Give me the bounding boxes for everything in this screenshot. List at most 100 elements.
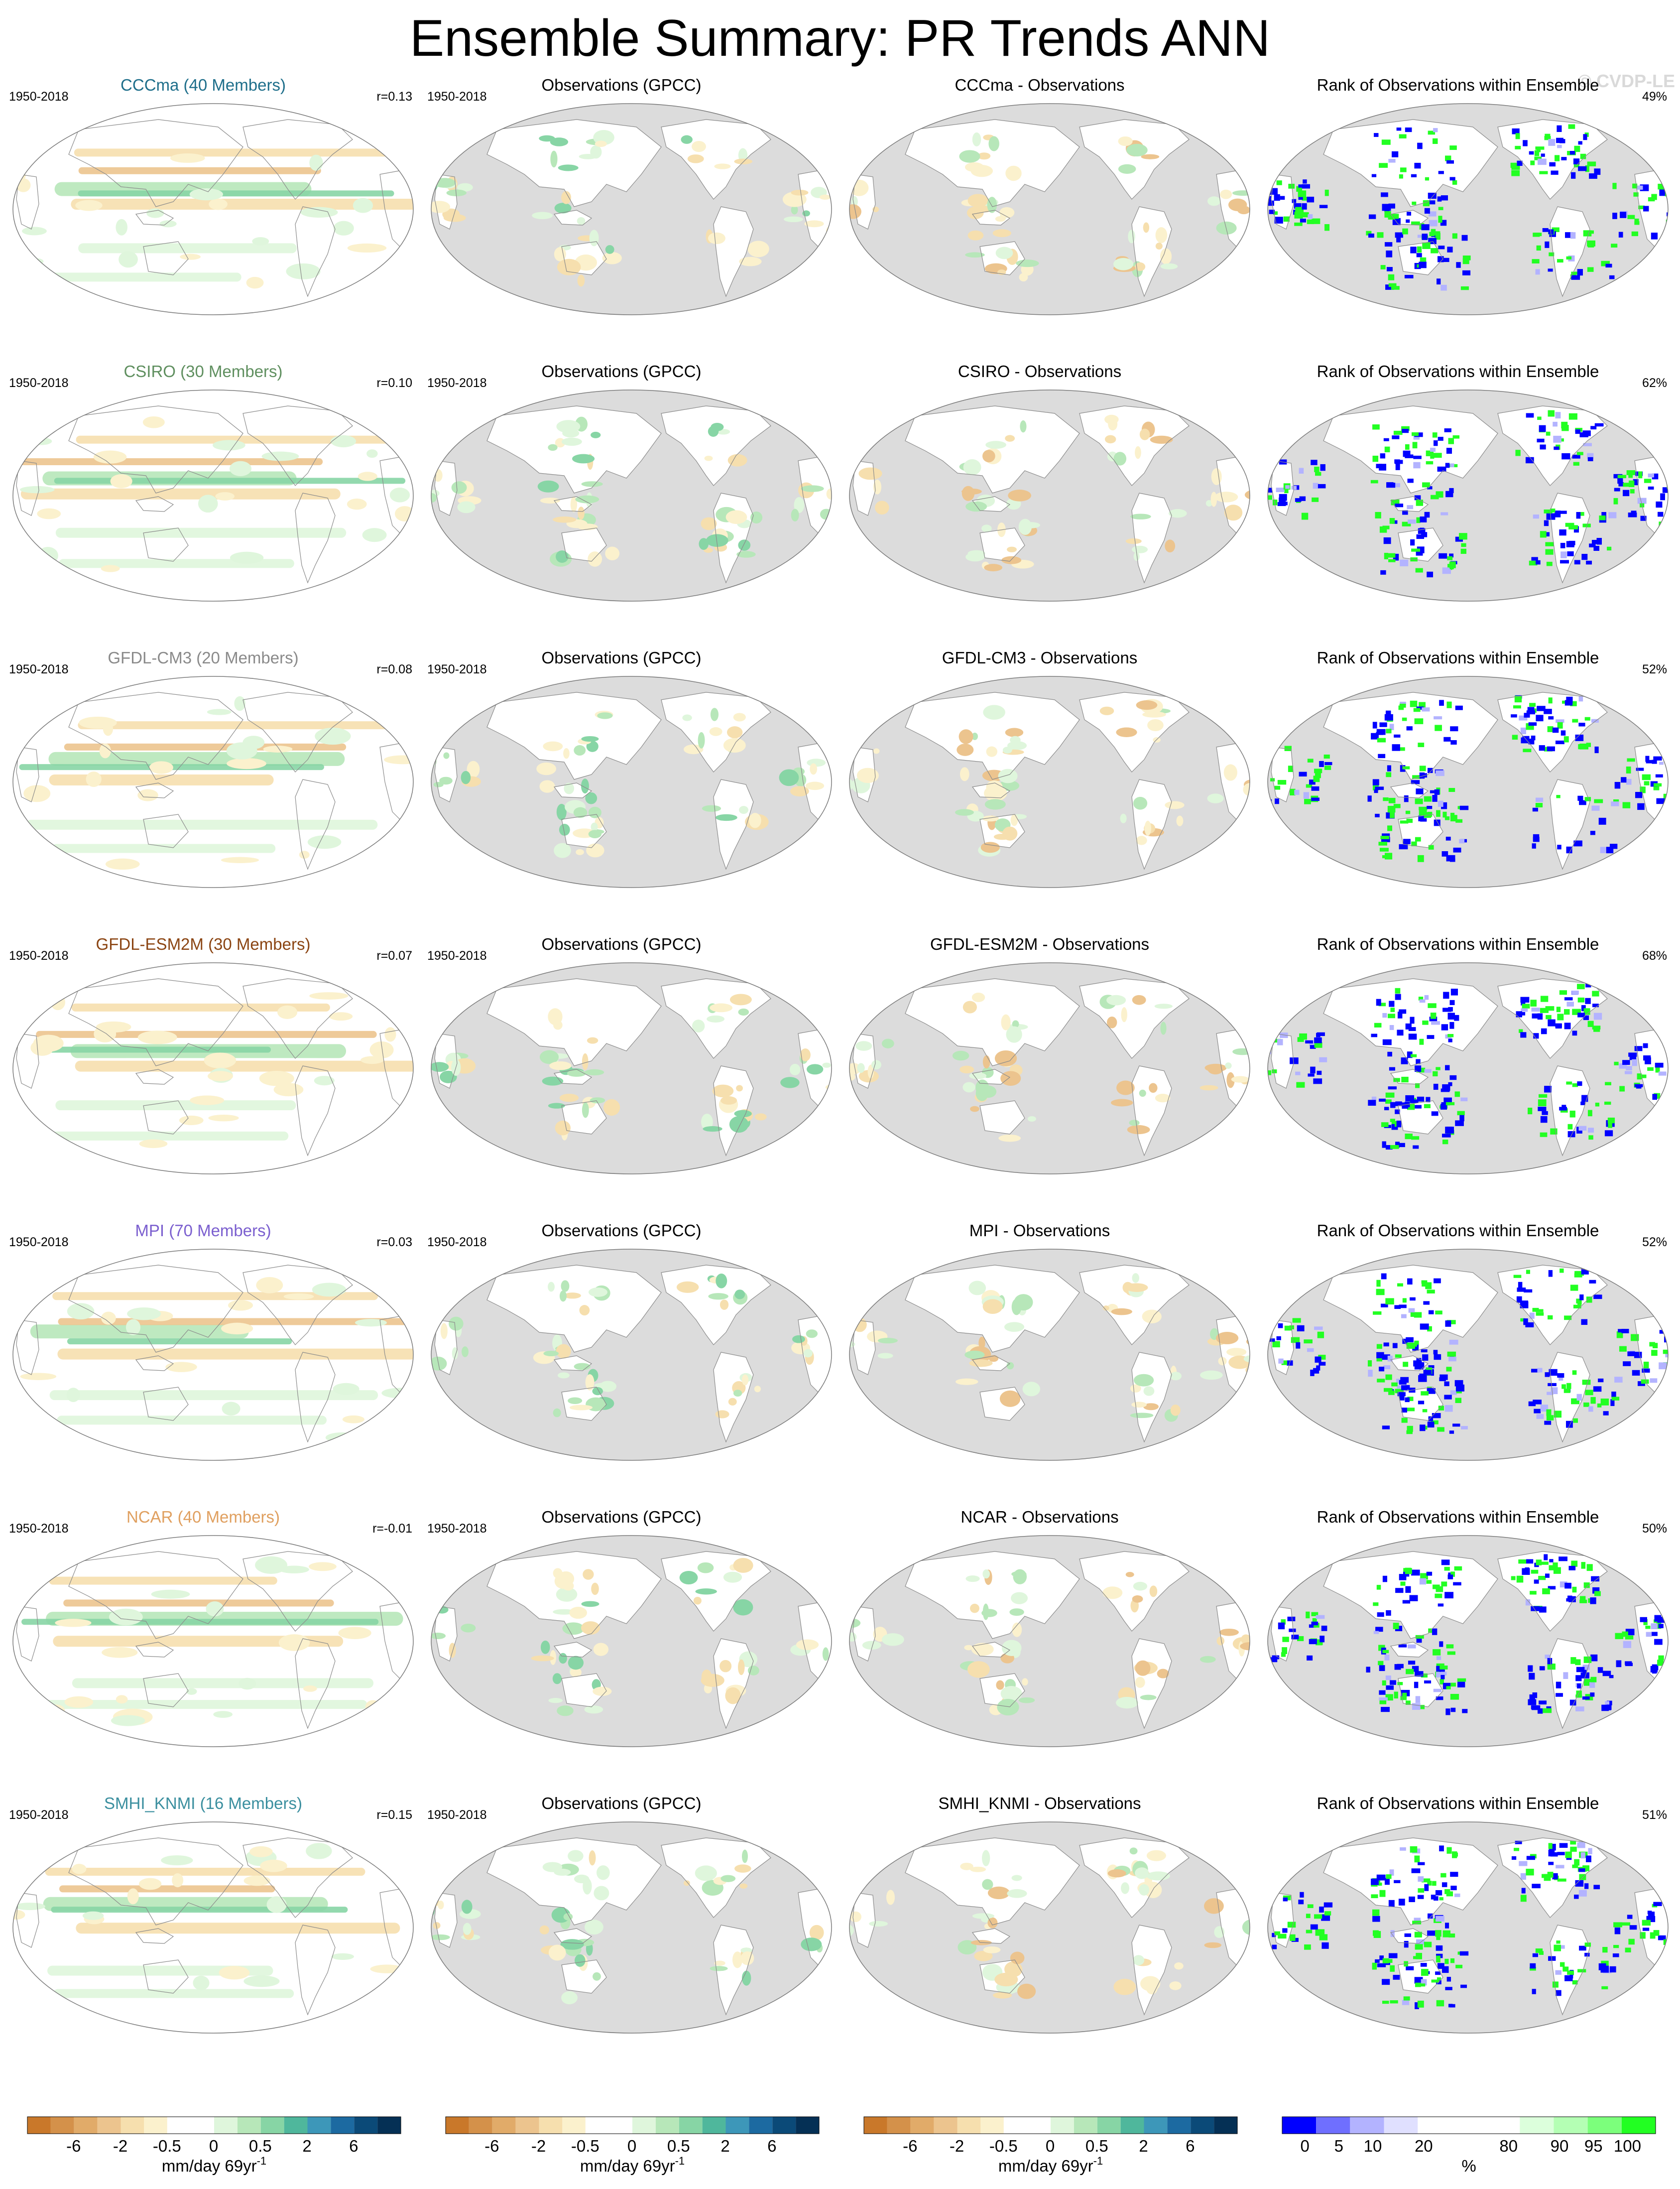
- colorbar-rank: 0 5 10 20 80 90 95 100%: [1282, 2116, 1656, 2175]
- diff-title: CCCma - Observations: [955, 76, 1125, 94]
- colorbar-units: mm/day 69yr-1: [580, 2155, 685, 2175]
- map-obs-row-5: [431, 1249, 832, 1461]
- map-model-row-1: [12, 103, 414, 315]
- colorbar-tick: -2: [113, 2137, 127, 2155]
- map-model-row-6: [12, 1535, 414, 1747]
- map-rank-row-3: [1267, 676, 1669, 888]
- colorbar-units: %: [1461, 2157, 1476, 2175]
- model-title: SMHI_KNMI (16 Members): [104, 1794, 302, 1812]
- colorbar-tick: 0.5: [667, 2137, 690, 2155]
- colorbar-trend-obs: -6 -2 -0.5 0 0.5 2 6 mm/day 69yr-1: [445, 2116, 820, 2175]
- pattern-correlation: r=0.10: [376, 376, 412, 390]
- map-diff-row-5: [849, 1249, 1250, 1461]
- colorbar-units: mm/day 69yr-1: [162, 2155, 266, 2175]
- map-diff-row-4: [849, 962, 1250, 1174]
- pattern-correlation: r=0.08: [376, 662, 412, 676]
- colorbar-tick: -6: [903, 2137, 917, 2155]
- colorbar-tick: 0: [209, 2137, 218, 2155]
- period-label: 1950-2018: [9, 1808, 69, 1822]
- colorbar-tick: -6: [484, 2137, 499, 2155]
- obs-title: Observations (GPCC): [541, 1794, 702, 1812]
- rank-percent: 52%: [1642, 1235, 1667, 1249]
- colorbar-tick: 0: [627, 2137, 636, 2155]
- model-title: NCAR (40 Members): [126, 1508, 280, 1526]
- colorbar-tick: -0.5: [571, 2137, 600, 2155]
- colorbar-tick: 2: [720, 2137, 729, 2155]
- colorbar-tick: 95: [1584, 2137, 1603, 2155]
- rank-title: Rank of Observations within Ensemble: [1317, 1794, 1599, 1812]
- period-label: 1950-2018: [427, 949, 487, 963]
- diff-title: GFDL-ESM2M - Observations: [930, 935, 1150, 953]
- colorbar-tick: -2: [950, 2137, 964, 2155]
- map-model-row-7: [12, 1821, 414, 2034]
- colorbar-trend-model: -6 -2 -0.5 0 0.5 2 6 mm/day 69yr-1: [27, 2116, 401, 2175]
- diff-title: SMHI_KNMI - Observations: [938, 1794, 1141, 1812]
- rank-percent: 49%: [1642, 90, 1667, 104]
- colorbar-tick: 5: [1334, 2137, 1343, 2155]
- map-model-row-3: [12, 676, 414, 888]
- model-title: MPI (70 Members): [135, 1221, 271, 1240]
- rank-title: Rank of Observations within Ensemble: [1317, 76, 1599, 94]
- colorbar-tick: 2: [302, 2137, 311, 2155]
- map-model-row-5: [12, 1249, 414, 1461]
- colorbar-tick: 80: [1499, 2137, 1518, 2155]
- colorbar-trend-diff: -6 -2 -0.5 0 0.5 2 6 mm/day 69yr-1: [863, 2116, 1238, 2175]
- map-model-row-2: [12, 389, 414, 602]
- map-diff-row-3: [849, 676, 1250, 888]
- colorbar-tick: 0: [1046, 2137, 1055, 2155]
- figure-title: Ensemble Summary: PR Trends ANN: [409, 9, 1271, 67]
- rank-percent: 62%: [1642, 376, 1667, 390]
- colorbar-tick: 6: [767, 2137, 776, 2155]
- pattern-correlation: r=0.03: [376, 1235, 412, 1249]
- rank-percent: 68%: [1642, 949, 1667, 963]
- map-obs-row-3: [431, 676, 832, 888]
- map-diff-row-2: [849, 389, 1250, 602]
- colorbar-tick: 0.5: [249, 2137, 272, 2155]
- diff-title: MPI - Observations: [969, 1221, 1110, 1240]
- period-label: 1950-2018: [9, 949, 69, 963]
- rank-percent: 52%: [1642, 662, 1667, 676]
- diff-title: NCAR - Observations: [960, 1508, 1119, 1526]
- colorbar-units: mm/day 69yr-1: [998, 2155, 1103, 2175]
- period-label: 1950-2018: [9, 662, 69, 676]
- map-obs-row-7: [431, 1821, 832, 2034]
- period-label: 1950-2018: [427, 1522, 487, 1536]
- obs-title: Observations (GPCC): [541, 935, 702, 953]
- obs-title: Observations (GPCC): [541, 362, 702, 381]
- colorbar-tick: -0.5: [153, 2137, 181, 2155]
- map-obs-row-2: [431, 389, 832, 602]
- obs-title: Observations (GPCC): [541, 648, 702, 667]
- colorbar-tick: 6: [349, 2137, 358, 2155]
- colorbar-tick: 10: [1364, 2137, 1382, 2155]
- period-label: 1950-2018: [427, 662, 487, 676]
- model-title: CSIRO (30 Members): [123, 362, 283, 381]
- rank-title: Rank of Observations within Ensemble: [1317, 362, 1599, 381]
- pattern-correlation: r=0.07: [376, 949, 412, 963]
- map-obs-row-4: [431, 962, 832, 1174]
- pattern-correlation: r=0.15: [376, 1808, 412, 1822]
- diff-title: CSIRO - Observations: [958, 362, 1122, 381]
- model-title: CCCma (40 Members): [120, 76, 286, 94]
- colorbar-tick: 6: [1186, 2137, 1195, 2155]
- diff-title: GFDL-CM3 - Observations: [942, 648, 1138, 667]
- rank-title: Rank of Observations within Ensemble: [1317, 1221, 1599, 1240]
- colorbar-tick: 0.5: [1085, 2137, 1108, 2155]
- map-rank-row-5: [1267, 1249, 1669, 1461]
- map-rank-row-7: [1267, 1821, 1669, 2034]
- rank-title: Rank of Observations within Ensemble: [1317, 935, 1599, 953]
- rank-title: Rank of Observations within Ensemble: [1317, 1508, 1599, 1526]
- colorbar-tick: 0: [1301, 2137, 1310, 2155]
- obs-title: Observations (GPCC): [541, 76, 702, 94]
- model-title: GFDL-CM3 (20 Members): [108, 648, 299, 667]
- map-obs-row-1: [431, 103, 832, 315]
- colorbar-tick: 90: [1551, 2137, 1569, 2155]
- obs-title: Observations (GPCC): [541, 1508, 702, 1526]
- map-rank-row-2: [1267, 389, 1669, 602]
- period-label: 1950-2018: [427, 376, 487, 390]
- model-title: GFDL-ESM2M (30 Members): [96, 935, 311, 953]
- map-diff-row-1: [849, 103, 1250, 315]
- map-diff-row-6: [849, 1535, 1250, 1747]
- period-label: 1950-2018: [427, 90, 487, 104]
- period-label: 1950-2018: [9, 1522, 69, 1536]
